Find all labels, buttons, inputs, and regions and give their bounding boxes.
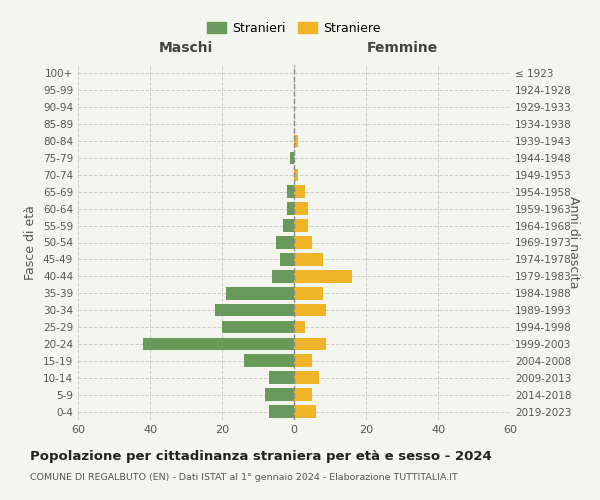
Bar — [283, 220, 294, 232]
Bar — [222, 320, 294, 334]
Y-axis label: Fasce di età: Fasce di età — [25, 205, 37, 280]
Bar — [294, 372, 319, 384]
Bar — [294, 354, 312, 367]
Text: Maschi: Maschi — [159, 41, 213, 55]
Bar — [294, 168, 298, 181]
Legend: Stranieri, Straniere: Stranieri, Straniere — [203, 18, 385, 38]
Bar — [280, 253, 294, 266]
Bar — [272, 270, 294, 282]
Text: Popolazione per cittadinanza straniera per età e sesso - 2024: Popolazione per cittadinanza straniera p… — [30, 450, 492, 463]
Bar — [276, 236, 294, 249]
Bar — [294, 304, 326, 316]
Bar — [294, 134, 298, 147]
Bar — [269, 405, 294, 418]
Bar — [265, 388, 294, 401]
Bar — [215, 304, 294, 316]
Bar — [143, 338, 294, 350]
Bar — [244, 354, 294, 367]
Bar — [294, 186, 305, 198]
Y-axis label: Anni di nascita: Anni di nascita — [567, 196, 580, 289]
Text: Femmine: Femmine — [367, 41, 437, 55]
Bar — [269, 372, 294, 384]
Bar — [294, 405, 316, 418]
Bar — [294, 202, 308, 215]
Bar — [294, 338, 326, 350]
Bar — [294, 287, 323, 300]
Text: COMUNE DI REGALBUTO (EN) - Dati ISTAT al 1° gennaio 2024 - Elaborazione TUTTITAL: COMUNE DI REGALBUTO (EN) - Dati ISTAT al… — [30, 472, 458, 482]
Bar — [294, 253, 323, 266]
Bar — [287, 186, 294, 198]
Bar — [226, 287, 294, 300]
Bar — [294, 270, 352, 282]
Bar — [294, 220, 308, 232]
Bar — [294, 388, 312, 401]
Bar — [294, 236, 312, 249]
Bar — [294, 320, 305, 334]
Bar — [290, 152, 294, 164]
Bar — [287, 202, 294, 215]
